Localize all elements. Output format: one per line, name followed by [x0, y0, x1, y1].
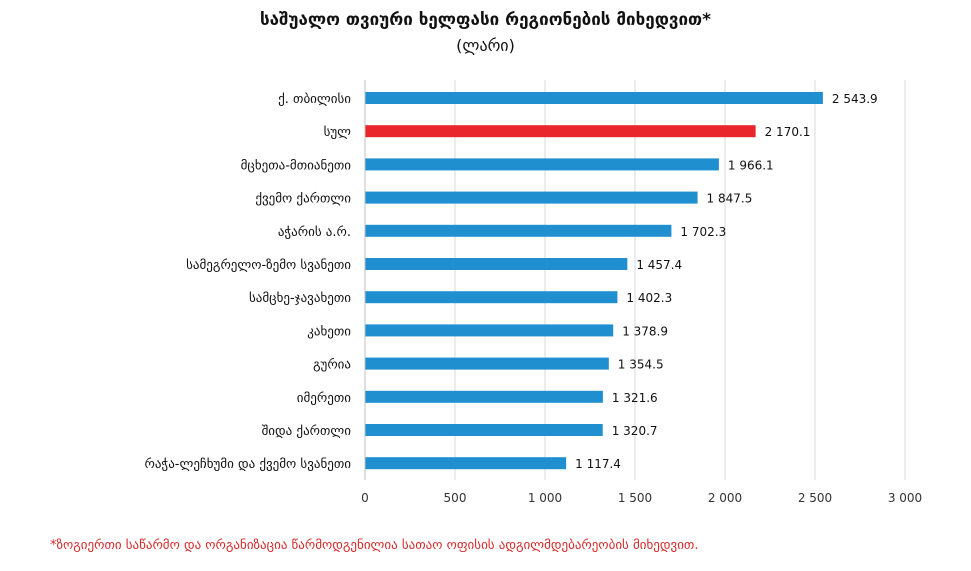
x-tick-label: 1 000 — [528, 491, 562, 505]
bar — [365, 357, 609, 370]
data-label: 1 847.5 — [707, 192, 753, 206]
bar — [365, 291, 618, 304]
bar — [365, 324, 614, 337]
chart-subtitle: (ლარი) — [456, 36, 515, 55]
data-label: 1 321.6 — [612, 391, 658, 405]
chart-title: საშუალო თვიური ხელფასი რეგიონების მიხედვ… — [259, 10, 712, 30]
bar — [365, 92, 823, 104]
bar — [365, 191, 698, 204]
data-label: 1 702.3 — [680, 225, 726, 239]
data-label: 1 402.3 — [626, 291, 672, 305]
bar — [365, 457, 567, 470]
x-tick-label: 1 500 — [618, 491, 652, 505]
data-label: 1 966.1 — [728, 158, 774, 172]
footnote: *ზოგიერთი საწარმო და ორგანიზაცია წარმოდგ… — [50, 538, 699, 553]
category-label: გურია — [313, 358, 351, 373]
bar — [365, 125, 756, 138]
category-label: მცხეთა-მთიანეთი — [241, 158, 352, 173]
category-label: აჭარის ა.რ. — [278, 225, 351, 240]
x-tick-label: 2 500 — [798, 491, 832, 505]
data-label: 1 320.7 — [612, 424, 658, 438]
x-tick-label: 500 — [444, 491, 467, 505]
data-label: 2 170.1 — [765, 125, 811, 139]
x-tick-label: 2 000 — [708, 491, 742, 505]
category-label: შიდა ქართლი — [262, 424, 352, 439]
x-tick-label: 3 000 — [888, 491, 922, 505]
category-label: იმერეთი — [297, 391, 351, 406]
category-label: სულ — [324, 125, 352, 140]
data-label: 2 543.9 — [832, 92, 878, 106]
bar — [365, 224, 672, 237]
bar — [365, 424, 603, 436]
bar — [365, 390, 603, 403]
category-label: სამცხე-ჯავახეთი — [249, 291, 351, 306]
data-label: 1 378.9 — [622, 324, 668, 338]
category-label: სამეგრელო-ზემო სვანეთი — [186, 258, 351, 273]
category-label: ქ. თბილისი — [278, 92, 351, 107]
bar — [365, 158, 719, 171]
category-label: რაჭა-ლეჩხუმი და ქვემო სვანეთი — [144, 457, 351, 472]
data-label: 1 117.4 — [575, 457, 621, 471]
bar — [365, 258, 628, 270]
data-label: 1 457.4 — [636, 258, 682, 272]
x-tick-label: 0 — [361, 491, 369, 505]
category-label: ქვემო ქართლი — [255, 192, 351, 207]
data-label: 1 354.5 — [618, 358, 664, 372]
category-label: კახეთი — [307, 324, 351, 339]
